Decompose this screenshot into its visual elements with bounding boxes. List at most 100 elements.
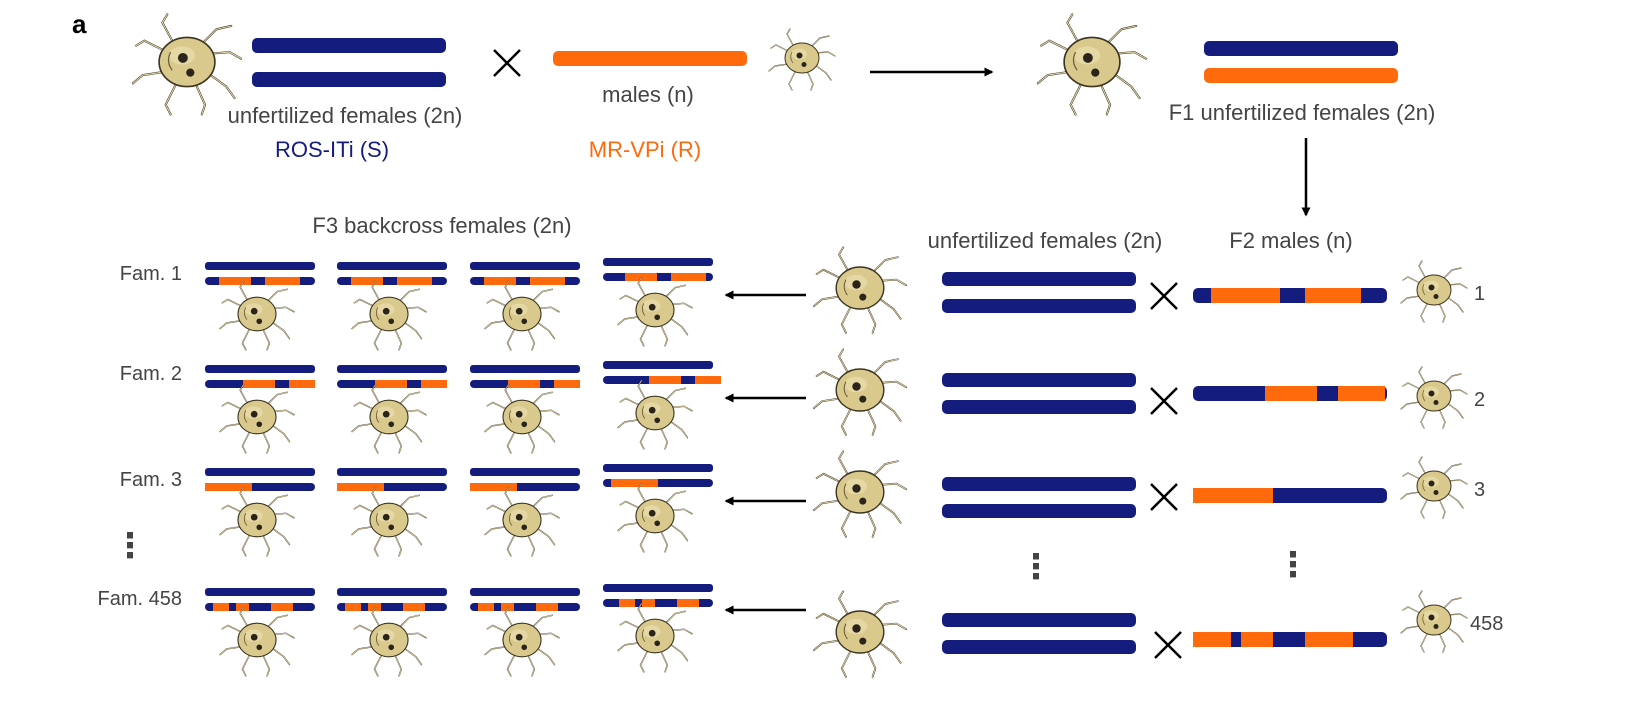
- f2-female-ellipsis: ⋮: [1019, 547, 1053, 587]
- parent-female-chromosome-2: [252, 72, 446, 87]
- f3-offspring-mite: [351, 606, 427, 677]
- f3-offspring-mite: [219, 606, 295, 677]
- mite-icon: [812, 450, 908, 538]
- mite-icon: [1400, 366, 1468, 429]
- mite-icon: [351, 606, 427, 677]
- mite-icon: [1400, 260, 1468, 323]
- panel-label: a: [72, 9, 87, 39]
- f3-maternal-chromosome: [470, 365, 580, 373]
- f3-recombinant-chromosome: [603, 479, 713, 487]
- f3-recombinant-chromosome: [470, 483, 580, 491]
- f3-recombinant-chromosome: [337, 380, 447, 388]
- family-label: Fam. 2: [120, 363, 182, 385]
- f3-offspring-mite: [617, 482, 693, 553]
- f3-label: F3 backcross females (2n): [312, 213, 571, 238]
- f3-recombinant-chromosome: [205, 277, 315, 285]
- mite-icon: [484, 606, 560, 677]
- f3-maternal-chromosome: [205, 365, 315, 373]
- f2-male-chromosome: [1193, 488, 1387, 503]
- f3-offspring-mite: [617, 276, 693, 347]
- family-label: Fam. 3: [120, 469, 182, 491]
- parent-male-mite: [768, 28, 836, 91]
- parent-male-strain: MR-VPi (R): [589, 137, 701, 162]
- f3-recombinant-chromosome: [470, 380, 580, 388]
- f2-female-chromosome-1: [942, 477, 1136, 491]
- f3-offspring-mite: [351, 486, 427, 557]
- mite-icon: [768, 28, 836, 91]
- f3-offspring-mite: [484, 606, 560, 677]
- f2-male-id: 3: [1474, 479, 1485, 501]
- f3-maternal-chromosome: [470, 468, 580, 476]
- mite-icon: [351, 280, 427, 351]
- f3-maternal-chromosome: [603, 584, 713, 592]
- f3-ellipsis: ⋮: [113, 526, 147, 566]
- f2-male-label: F2 males (n): [1229, 228, 1352, 253]
- f2-female-mite: [812, 450, 908, 538]
- f3-recombinant-chromosome: [337, 277, 447, 285]
- f3-maternal-chromosome: [205, 588, 315, 596]
- f3-recombinant-chromosome: [205, 380, 315, 388]
- f3-recombinant-chromosome: [470, 277, 580, 285]
- f2-female-mite: [812, 246, 908, 334]
- mite-icon: [484, 383, 560, 454]
- f3-maternal-chromosome: [205, 468, 315, 476]
- f3-offspring-mite: [219, 486, 295, 557]
- f2-male-id: 458: [1470, 613, 1503, 635]
- f3-maternal-chromosome: [603, 464, 713, 472]
- parent-female-strain: ROS-ITi (S): [275, 137, 389, 162]
- f2-male-chromosome: [1193, 288, 1387, 303]
- f2-male-chromosome: [1193, 386, 1387, 401]
- f3-offspring-mite: [484, 383, 560, 454]
- f3-offspring-mite: [219, 280, 295, 351]
- f3-maternal-chromosome: [337, 588, 447, 596]
- f1-chromosome-2: [1204, 68, 1398, 83]
- f3-recombinant-chromosome: [470, 603, 580, 611]
- f3-maternal-chromosome: [470, 588, 580, 596]
- mite-icon: [1400, 456, 1468, 519]
- mite-icon: [351, 486, 427, 557]
- mite-icon: [812, 348, 908, 436]
- f3-recombinant-chromosome: [603, 376, 721, 384]
- f3-offspring-mite: [617, 602, 693, 673]
- cross-icon: [1150, 387, 1178, 415]
- f2-male-mite: [1400, 366, 1468, 429]
- f3-offspring-mite: [484, 280, 560, 351]
- f2-male-mite: [1400, 590, 1468, 653]
- parent-cross-icon: [493, 49, 521, 77]
- f3-recombinant-chromosome: [337, 483, 447, 491]
- f2-male-id: 2: [1474, 389, 1485, 411]
- mite-icon: [617, 276, 693, 347]
- cross-icon: [1150, 282, 1178, 310]
- mite-icon: [219, 606, 295, 677]
- f3-maternal-chromosome: [337, 468, 447, 476]
- parent-female-label: unfertilized females (2n): [228, 103, 463, 128]
- mite-icon: [1400, 590, 1468, 653]
- mite-icon: [219, 383, 295, 454]
- parent-male-chromosome: [553, 51, 747, 66]
- f2-female-chromosome-2: [942, 400, 1136, 414]
- mite-icon: [219, 280, 295, 351]
- parent-female-chromosome-1: [252, 38, 446, 53]
- f3-recombinant-chromosome: [337, 603, 447, 611]
- mite-icon: [617, 379, 693, 450]
- f2-female-chromosome-1: [942, 613, 1136, 627]
- f1-label: F1 unfertilized females (2n): [1169, 100, 1436, 125]
- mite-icon: [812, 590, 908, 678]
- mite-icon: [131, 13, 243, 116]
- f2-female-chromosome-2: [942, 299, 1136, 313]
- f3-maternal-chromosome: [470, 262, 580, 270]
- cross-icon: [1154, 631, 1182, 659]
- f3-offspring-mite: [351, 280, 427, 351]
- cross-icon: [1150, 483, 1178, 511]
- f3-maternal-chromosome: [337, 262, 447, 270]
- family-label: Fam. 458: [98, 588, 182, 610]
- f3-offspring-mite: [219, 383, 295, 454]
- mite-icon: [219, 486, 295, 557]
- f3-recombinant-chromosome: [603, 273, 713, 281]
- f3-recombinant-chromosome: [205, 483, 315, 491]
- f2-female-mite: [812, 590, 908, 678]
- f3-offspring-mite: [617, 379, 693, 450]
- mite-icon: [617, 602, 693, 673]
- f2-male-chromosome: [1193, 632, 1387, 647]
